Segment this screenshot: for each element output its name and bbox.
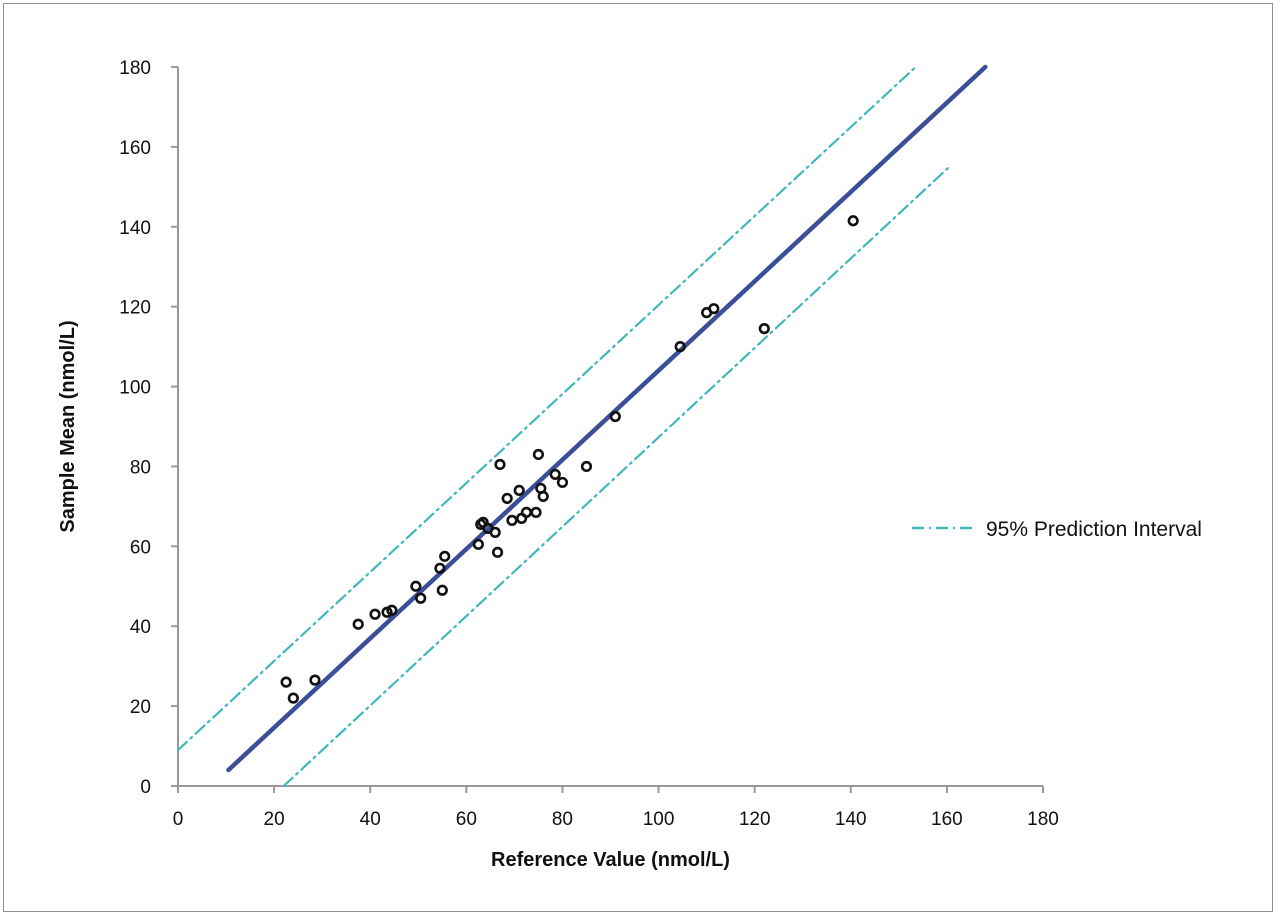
lower-prediction-interval-line bbox=[282, 165, 951, 788]
data-point bbox=[434, 562, 446, 574]
data-point bbox=[491, 546, 504, 558]
x-tick-label: 120 bbox=[739, 809, 771, 830]
data-point bbox=[386, 604, 398, 616]
data-point bbox=[494, 458, 506, 471]
data-point bbox=[439, 550, 451, 562]
x-tick-label: 20 bbox=[264, 809, 285, 830]
x-tick-label: 180 bbox=[1027, 809, 1059, 830]
axes bbox=[177, 67, 1043, 787]
data-point bbox=[609, 410, 621, 423]
data-point bbox=[436, 584, 448, 596]
data-point bbox=[847, 215, 859, 227]
x-tick-label: 60 bbox=[456, 809, 477, 830]
y-tick-label: 120 bbox=[119, 298, 151, 319]
legend: 95% Prediction Interval bbox=[912, 518, 1202, 541]
x-tick-label: 0 bbox=[173, 809, 184, 830]
y-tick-label: 40 bbox=[130, 617, 151, 638]
data-point bbox=[520, 506, 533, 518]
x-tick-label: 40 bbox=[360, 809, 381, 830]
data-point bbox=[369, 608, 381, 620]
y-tick-label: 160 bbox=[119, 138, 151, 159]
y-axis-title: Sample Mean (nmol/L) bbox=[57, 320, 79, 532]
y-tick-label: 20 bbox=[130, 697, 151, 718]
data-point bbox=[410, 580, 422, 592]
x-tick-label: 100 bbox=[643, 809, 675, 830]
x-tick-label: 80 bbox=[552, 809, 573, 830]
x-tick-label: 160 bbox=[931, 809, 963, 830]
y-tick-label: 100 bbox=[119, 378, 151, 399]
x-tick-label: 140 bbox=[835, 809, 867, 830]
data-points bbox=[280, 215, 859, 704]
data-point bbox=[415, 592, 427, 604]
data-point bbox=[352, 618, 364, 630]
series-lines bbox=[176, 64, 988, 788]
y-tick-label: 80 bbox=[130, 457, 151, 478]
data-point bbox=[280, 676, 292, 688]
y-tick-label: 180 bbox=[119, 58, 151, 79]
ticks: 0 20 40 60 80 100 120 140 160 180 0 20 40 60 80 100 120 1… bbox=[119, 58, 1059, 830]
data-point bbox=[532, 448, 545, 461]
data-point bbox=[556, 476, 569, 489]
y-tick-label: 140 bbox=[119, 218, 151, 239]
data-point bbox=[489, 526, 501, 538]
x-axis-title: Reference Value (nmol/L) bbox=[491, 849, 730, 871]
data-point bbox=[472, 538, 484, 550]
data-point bbox=[758, 323, 770, 335]
data-point bbox=[309, 674, 321, 686]
data-point bbox=[549, 468, 561, 481]
data-point bbox=[530, 506, 542, 518]
regression-fit-line bbox=[226, 64, 988, 773]
data-point bbox=[501, 492, 513, 505]
data-point bbox=[287, 692, 299, 704]
data-point bbox=[708, 303, 720, 315]
upper-prediction-interval-line bbox=[176, 65, 917, 752]
data-point bbox=[537, 490, 549, 503]
y-tick-label: 0 bbox=[140, 777, 151, 798]
legend-label-prediction-interval: 95% Prediction Interval bbox=[986, 518, 1202, 541]
data-point bbox=[580, 460, 593, 473]
data-point bbox=[506, 514, 518, 526]
data-point bbox=[674, 341, 686, 353]
y-tick-label: 60 bbox=[130, 537, 151, 558]
data-point bbox=[513, 484, 525, 497]
